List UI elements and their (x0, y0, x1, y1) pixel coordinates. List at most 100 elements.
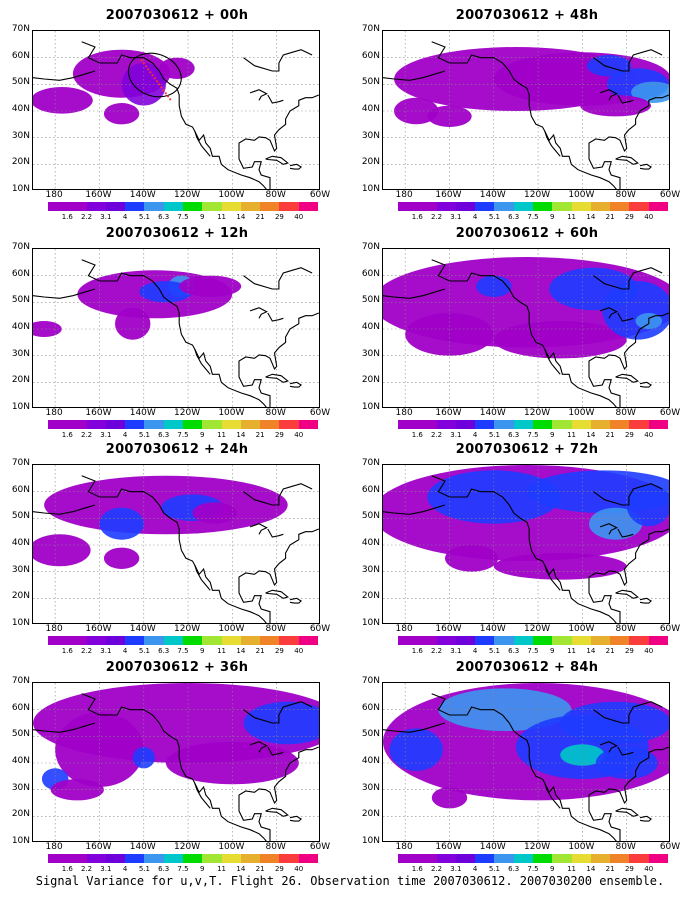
colorbar-label: 2.2 (430, 647, 443, 655)
map-panel-24h: 2007030612 + 24h 70N 60N 50N 40N 30N 20N 10N 180… (2, 436, 342, 655)
colorbar-swatch (571, 854, 591, 863)
variance-region (445, 545, 499, 572)
variance-region (493, 321, 627, 359)
longitude-label: 160W (435, 842, 462, 852)
coastline-path (33, 504, 96, 515)
coastline-path (544, 348, 561, 375)
map-area (382, 682, 670, 842)
colorbar-label: 2.2 (430, 431, 443, 439)
colorbar-label: 4 (472, 647, 478, 655)
longitude-label: 120W (524, 190, 551, 200)
colorbar-label: 29 (274, 865, 284, 873)
coastline-path (593, 701, 663, 724)
longitude-label: 120W (174, 408, 201, 418)
colorbar-label: 5.1 (138, 865, 150, 873)
coastlines (33, 693, 319, 841)
colorbar-swatch (163, 420, 183, 429)
gridlines (383, 465, 669, 623)
panel-title: 2007030612 + 12h (105, 226, 249, 241)
map-svg (383, 465, 669, 623)
coastline-path (615, 373, 639, 383)
map-svg (383, 31, 669, 189)
colorbar-swatch (455, 636, 476, 645)
coastline-path (267, 312, 284, 322)
colorbar-label: 1.6 (61, 647, 73, 655)
colorbar-swatch (417, 636, 437, 645)
colorbar-swatch (513, 420, 533, 429)
variance-region (389, 728, 443, 771)
coastline-path (617, 312, 634, 322)
observation-point (169, 98, 172, 101)
panel-title: 2007030612 + 48h (455, 8, 599, 23)
colorbar-label: 21 (605, 213, 615, 221)
colorbar-swatch (125, 636, 145, 645)
colorbar-label: 6.3 (158, 213, 170, 221)
coastline-path (431, 693, 617, 841)
latitude-label: 20N (11, 375, 30, 386)
colorbar-label: 11 (567, 213, 577, 221)
colorbar-swatch (629, 202, 649, 211)
colorbar-swatch (240, 420, 261, 429)
variance-region (103, 103, 140, 125)
colorbar-swatch (240, 636, 261, 645)
colorbar-label: 9 (200, 647, 205, 655)
latitude-label: 70N (11, 24, 30, 34)
colorbar-swatch (590, 420, 611, 429)
colorbar-label: 6.3 (508, 431, 520, 439)
colorbar-label: 9 (200, 213, 205, 221)
latitude-label: 20N (361, 375, 380, 386)
longitude-label: 160W (85, 624, 112, 634)
colorbar-label: 9 (550, 213, 555, 221)
colorbar (398, 202, 668, 211)
colorbar-label: 4 (122, 865, 128, 873)
colorbar-label: 6.3 (508, 865, 520, 873)
longitude-label: 80W (615, 190, 636, 200)
longitude-label: 180 (45, 842, 63, 852)
coastline-path (599, 89, 618, 101)
coastline-path (383, 504, 446, 515)
variance-region (115, 307, 151, 340)
colorbar-swatch (144, 854, 164, 863)
observation-region-ring (127, 52, 182, 98)
colorbar-swatch (610, 420, 630, 429)
colorbar-swatch (260, 420, 280, 429)
colorbar-label: 11 (217, 865, 227, 873)
colorbar-label: 40 (294, 865, 304, 873)
coastline-path (617, 528, 634, 538)
colorbar-swatch (436, 202, 456, 211)
coastline-path (289, 381, 303, 388)
colorbar-label: 5.1 (488, 865, 500, 873)
variance-region (33, 87, 93, 114)
colorbar-label: 40 (294, 647, 304, 655)
coastlines (33, 259, 319, 407)
colorbar (48, 636, 318, 645)
coastline-path (599, 741, 618, 753)
latitude-label: 30N (361, 564, 380, 575)
colorbar-swatch (552, 420, 572, 429)
coastline-path (81, 41, 267, 189)
colorbar-label: 9 (200, 865, 205, 873)
latitude-label: 10N (11, 184, 30, 194)
observation-point (166, 95, 170, 98)
colorbar-swatch (298, 854, 318, 863)
longitude-label: 80W (615, 624, 636, 634)
colorbar-label: 11 (217, 431, 227, 439)
latitude-label: 30N (361, 130, 380, 141)
longitude-label: 180 (395, 190, 413, 200)
coastline-path (238, 746, 319, 841)
latitude-label: 40N (361, 538, 380, 548)
longitude-label: 80W (265, 842, 286, 852)
longitude-label: 140W (129, 408, 156, 418)
colorbar-swatch (279, 854, 299, 863)
coastline-path (639, 815, 653, 822)
colorbar-label: 11 (567, 431, 577, 439)
observation-point (140, 59, 143, 62)
latitude-label: 40N (361, 104, 380, 114)
coastline-path (599, 523, 618, 535)
colorbar-swatch (86, 420, 106, 429)
colorbar-swatch (455, 420, 476, 429)
colorbar-label: 11 (217, 647, 227, 655)
colorbar-swatch (475, 854, 495, 863)
map-area (382, 30, 670, 190)
variance-region (192, 502, 237, 524)
